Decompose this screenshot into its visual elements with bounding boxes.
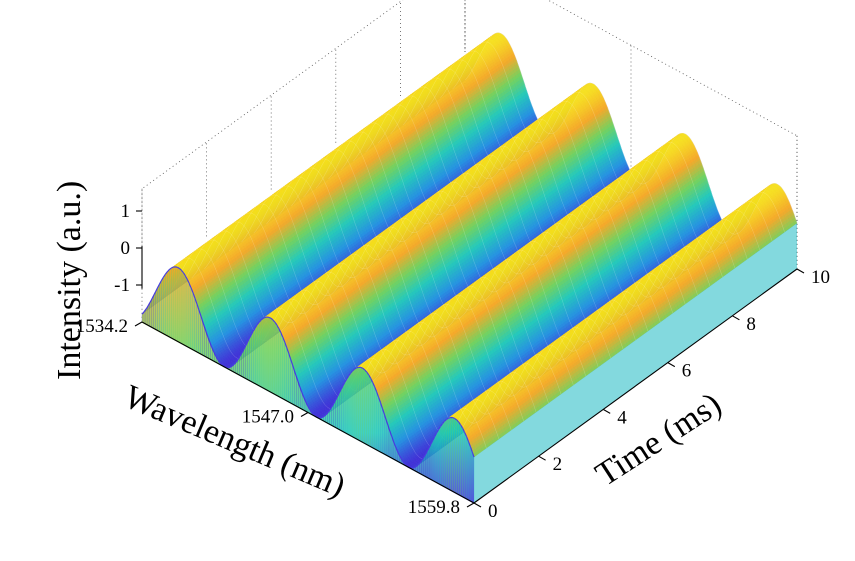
surface-right-face: [474, 223, 797, 503]
time-tick-label: 0: [488, 501, 498, 522]
surface-mesh-line: [415, 68, 748, 271]
surface-mesh-line: [228, 203, 562, 406]
surface-mesh-line: [402, 77, 736, 280]
surface-mesh-line: [340, 122, 674, 325]
surface-mesh-line: [328, 131, 661, 334]
surface-mesh-line: [241, 194, 574, 397]
time-tick-label: 8: [746, 314, 756, 335]
time-tick-label: 4: [617, 407, 627, 428]
surface-mesh-line: [216, 212, 549, 415]
z-axis-title: Intensity (a.u.): [51, 181, 88, 380]
time-tick-label: 2: [553, 454, 563, 475]
time-tick-label: 6: [682, 361, 692, 382]
wavelength-tick-mark: [300, 412, 309, 417]
intensity-tick-label: 1: [121, 201, 131, 222]
surface-mesh-line: [266, 176, 599, 379]
time-tick-mark: [473, 502, 482, 508]
grid-layer: [141, 0, 798, 322]
intensity-tick-label: 0: [121, 238, 131, 259]
surface-mesh-line: [377, 95, 711, 298]
intensity-tick-label: -1: [114, 275, 130, 296]
surface-mesh-line: [353, 113, 686, 316]
surface-mesh-line: [278, 167, 611, 370]
wavelength-tick-label: 1534.2: [76, 316, 128, 337]
time-tick-mark: [538, 455, 546, 461]
surface-front-face: [142, 266, 474, 504]
surface-mesh-line: [253, 185, 587, 388]
surface-mesh-line: [290, 158, 624, 361]
wavelength-tick-label: 1547.0: [242, 407, 294, 428]
wavelength-tick-mark: [134, 321, 143, 327]
surface-mesh-line: [315, 140, 649, 343]
surface-mesh-line: [365, 104, 698, 307]
surface-mesh-line: [452, 41, 785, 244]
surface-mesh-line: [464, 32, 798, 235]
time-tick-mark: [602, 408, 611, 414]
time-tick-label: 10: [811, 267, 830, 288]
surface-mesh-line: [203, 221, 537, 424]
surface-plot: [141, 32, 798, 504]
surface-mesh-line: [303, 149, 636, 352]
surface-mesh-line: [390, 86, 723, 289]
time-tick-mark: [796, 268, 805, 274]
surface-mesh-line: [440, 50, 773, 253]
time-tick-mark: [667, 362, 676, 368]
axes-layer: [134, 210, 805, 508]
grid-back-top-left: [141, 0, 404, 190]
wavelength-tick-label: 1559.8: [408, 497, 460, 518]
time-tick-mark: [732, 315, 740, 321]
time-axis-line: [473, 268, 798, 504]
wavelength-tick-mark: [466, 502, 475, 508]
surface-mesh-line: [427, 59, 760, 262]
